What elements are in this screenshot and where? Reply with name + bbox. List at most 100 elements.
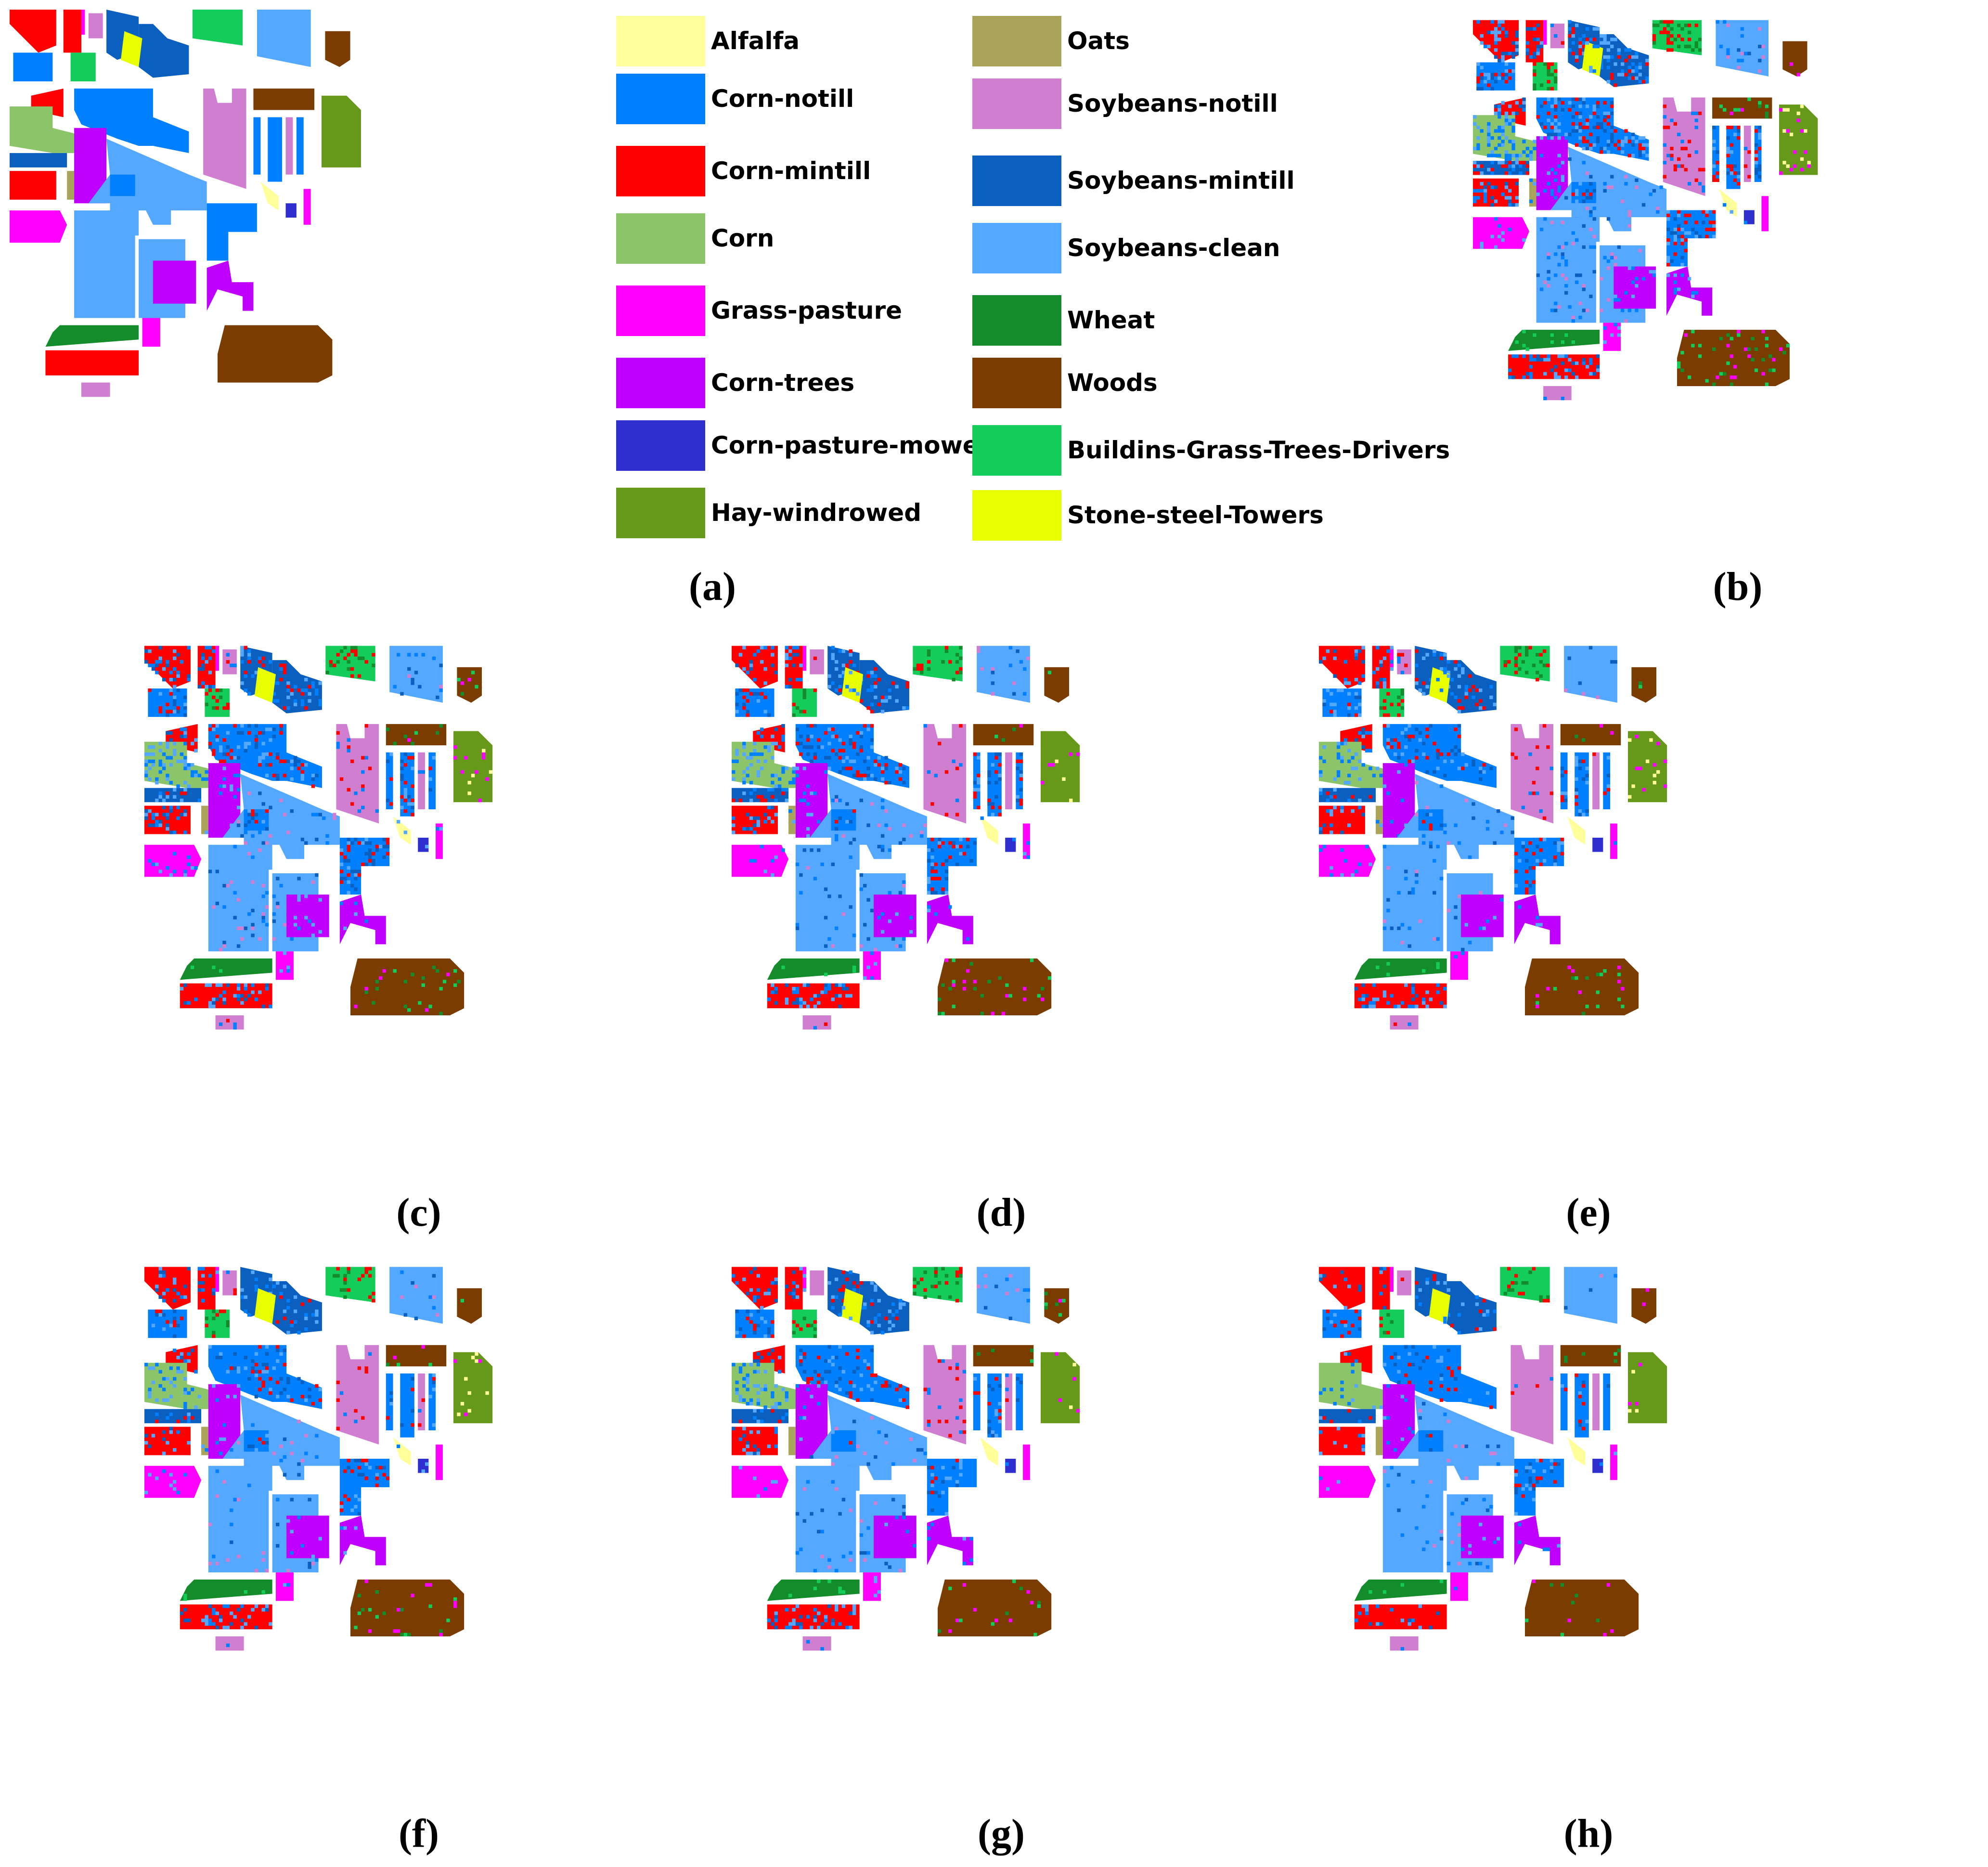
misclassified-pixel (283, 951, 287, 955)
misclassified-pixel (283, 667, 287, 671)
map-region (418, 752, 425, 809)
misclassified-pixel (180, 727, 184, 731)
misclassified-pixel (1730, 150, 1733, 154)
misclassified-pixel (222, 905, 226, 909)
misclassified-pixel (959, 1459, 963, 1463)
misclassified-pixel (863, 777, 867, 781)
misclassified-pixel (265, 891, 269, 895)
misclassified-pixel (1507, 660, 1511, 664)
misclassified-pixel (1457, 710, 1461, 713)
misclassified-pixel (1582, 245, 1586, 249)
misclassified-pixel (1769, 368, 1772, 372)
misclassified-pixel (304, 688, 308, 692)
map-region (1319, 741, 1390, 788)
misclassified-pixel (1528, 883, 1532, 888)
misclassified-pixel (1450, 1323, 1454, 1327)
misclassified-pixel (240, 834, 244, 838)
misclassified-pixel (1425, 653, 1429, 657)
misclassified-pixel (1340, 741, 1344, 746)
misclassified-pixel (927, 1391, 931, 1395)
misclassified-pixel (425, 1462, 429, 1466)
misclassified-pixel (254, 1373, 258, 1377)
misclassified-pixel (1641, 277, 1646, 281)
misclassified-pixel (1407, 1022, 1411, 1026)
misclassified-pixel (311, 681, 315, 685)
map-region (10, 153, 67, 168)
misclassified-pixel (258, 937, 262, 941)
misclassified-pixel (1631, 55, 1635, 59)
misclassified-pixel (1751, 358, 1755, 362)
map-region (1429, 667, 1451, 703)
misclassified-pixel (849, 1551, 852, 1555)
misclassified-pixel (354, 1004, 358, 1009)
misclassified-pixel (226, 983, 230, 987)
misclassified-pixel (201, 653, 205, 657)
misclassified-pixel (771, 873, 775, 877)
misclassified-pixel (1483, 199, 1487, 203)
misclassified-pixel (792, 1288, 796, 1292)
misclassified-pixel (244, 741, 247, 746)
misclassified-pixel (300, 770, 305, 774)
misclassified-pixel (905, 1530, 909, 1533)
misclassified-pixel (1786, 344, 1790, 348)
misclassified-pixel (276, 1522, 280, 1527)
misclassified-pixel (746, 699, 749, 703)
misclassified-pixel (1656, 770, 1660, 774)
misclassified-pixel (1589, 361, 1593, 365)
misclassified-pixel (746, 1377, 749, 1381)
misclassified-pixel (1482, 1313, 1486, 1317)
misclassified-pixel (799, 752, 803, 756)
misclassified-pixel (1076, 1409, 1080, 1413)
misclassified-pixel (1361, 745, 1365, 749)
misclassified-pixel (197, 774, 202, 778)
map-region (1390, 1015, 1419, 1030)
misclassified-pixel (208, 869, 212, 873)
misclassified-pixel (1726, 361, 1730, 365)
misclassified-pixel (952, 983, 955, 987)
misclassified-pixel (1571, 315, 1575, 320)
misclassified-pixel (763, 1370, 767, 1374)
misclassified-pixel (1528, 1462, 1532, 1466)
misclassified-pixel (810, 1377, 813, 1381)
misclassified-pixel (930, 855, 934, 859)
misclassified-pixel (1497, 108, 1501, 112)
misclassified-pixel (788, 780, 792, 785)
map-region (253, 117, 261, 175)
misclassified-pixel (261, 895, 265, 898)
misclassified-pixel (788, 656, 792, 661)
misclassified-pixel (742, 1426, 746, 1430)
misclassified-pixel (845, 685, 849, 689)
misclassified-pixel (169, 756, 173, 760)
misclassified-pixel (1578, 48, 1582, 52)
misclassified-pixel (785, 653, 789, 657)
misclassified-pixel (1712, 382, 1716, 386)
misclassified-pixel (930, 877, 934, 881)
misclassified-pixel (1694, 44, 1698, 49)
misclassified-pixel (1652, 273, 1656, 277)
misclassified-pixel (1511, 154, 1515, 157)
misclassified-pixel (1600, 41, 1603, 45)
misclassified-pixel (1564, 1359, 1568, 1363)
misclassified-pixel (1400, 706, 1405, 710)
misclassified-pixel (1596, 1004, 1600, 1009)
misclassified-pixel (148, 1366, 152, 1370)
misclassified-pixel (1585, 976, 1589, 980)
misclassified-pixel (795, 1604, 800, 1608)
misclassified-pixel (1578, 104, 1582, 108)
misclassified-pixel (251, 934, 255, 937)
misclassified-pixel (261, 919, 265, 923)
misclassified-pixel (1666, 30, 1670, 34)
map-region (1319, 1267, 1365, 1310)
misclassified-pixel (1585, 365, 1589, 369)
misclassified-pixel (1575, 791, 1578, 795)
misclassified-pixel (283, 1387, 287, 1391)
misclassified-pixel (923, 1295, 927, 1299)
misclassified-pixel (1001, 738, 1006, 742)
misclassified-pixel (1687, 213, 1691, 218)
map-region (1461, 1516, 1504, 1558)
misclassified-pixel (952, 958, 955, 962)
misclassified-pixel (1376, 667, 1380, 671)
misclassified-pixel (859, 798, 864, 803)
misclassified-pixel (222, 1309, 226, 1313)
misclassified-pixel (1019, 724, 1023, 728)
